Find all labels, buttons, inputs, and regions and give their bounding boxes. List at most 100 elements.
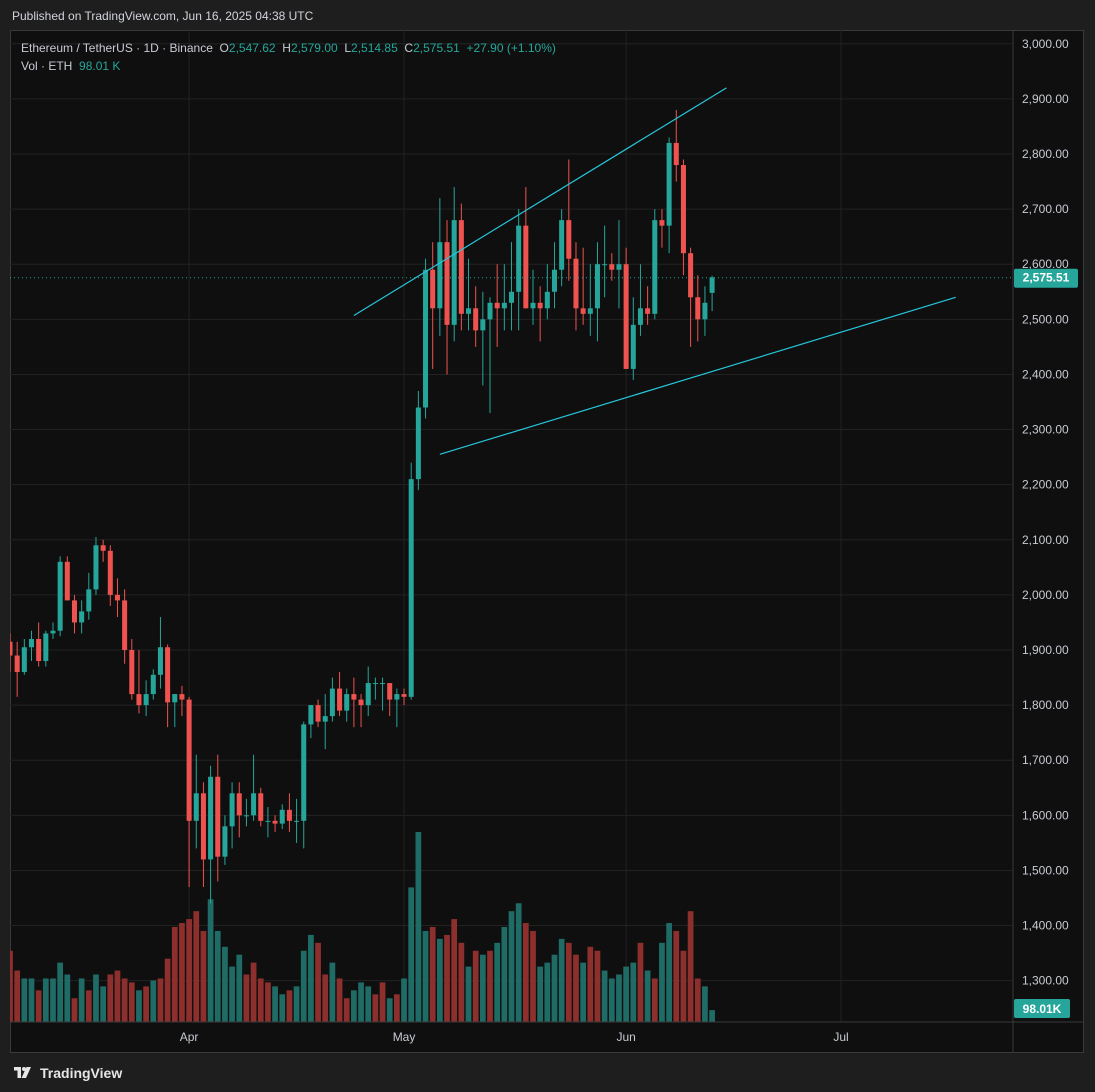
volume-bar xyxy=(601,970,608,1022)
volume-bar xyxy=(587,946,594,1022)
legend-symbol[interactable]: Ethereum / TetherUS · 1D · Binance xyxy=(21,41,213,55)
candle-body xyxy=(523,225,529,309)
candle-body xyxy=(28,638,35,648)
volume-bar xyxy=(458,942,465,1022)
volume-bar xyxy=(329,962,336,1022)
time-tick-label: Jul xyxy=(833,1030,848,1044)
candle-body xyxy=(401,694,407,697)
chart-frame[interactable]: 3,000.00 2,900.00 2,800.00 2,700.00 2,600.00… xyxy=(10,30,1084,1053)
volume-bar xyxy=(351,990,357,1022)
volume-bar xyxy=(508,911,515,1022)
price-tick-label: 1,800.00 xyxy=(1022,698,1069,712)
volume-bar xyxy=(365,986,372,1022)
candle-body xyxy=(673,142,679,166)
candle-body xyxy=(444,242,450,325)
legend-close-value: 2,575.51 xyxy=(413,41,460,55)
candle-body xyxy=(616,264,622,270)
candle-body xyxy=(480,319,486,331)
price-tick-label: 2,800.00 xyxy=(1022,147,1069,161)
candle-body xyxy=(100,545,106,551)
candle-body xyxy=(365,683,371,706)
legend-open-value: 2,547.62 xyxy=(228,41,276,55)
candle-body xyxy=(501,302,507,309)
volume-bar xyxy=(64,974,71,1022)
volume-bar xyxy=(580,962,587,1022)
volume-bar xyxy=(308,934,314,1022)
candle-body xyxy=(57,561,63,631)
candle-body xyxy=(272,820,278,824)
volume-bar xyxy=(236,954,243,1022)
volume-bar xyxy=(71,998,78,1022)
candle-body xyxy=(301,724,307,821)
legend-close-key: C xyxy=(404,41,414,55)
candle-body xyxy=(251,793,257,816)
candle-body xyxy=(466,308,472,314)
trendline-lower xyxy=(439,296,956,455)
price-chart[interactable]: 3,000.00 2,900.00 2,800.00 2,700.00 2,600.00… xyxy=(10,30,1084,1053)
volume-bar xyxy=(494,942,501,1022)
last-price-tag xyxy=(1014,268,1078,288)
candle-body xyxy=(43,633,49,662)
price-tick-label: 2,300.00 xyxy=(1022,423,1069,437)
candle-body xyxy=(172,694,178,703)
volume-bar xyxy=(465,966,472,1022)
volume-bar xyxy=(702,986,708,1022)
volume-bar xyxy=(214,930,221,1022)
price-tick-label: 2,700.00 xyxy=(1022,202,1069,216)
candle-body xyxy=(157,647,163,675)
candle-body xyxy=(637,308,643,325)
candle-body xyxy=(688,253,694,298)
volume-bar xyxy=(85,990,92,1022)
candle-body xyxy=(437,242,443,309)
candle-body xyxy=(10,641,13,656)
candle-body xyxy=(71,600,77,623)
legend-ohlc-row: Ethereum / TetherUS · 1D · Binance O2,54… xyxy=(21,39,556,57)
legend-open-key: O xyxy=(219,41,229,55)
price-tick-label: 1,400.00 xyxy=(1022,919,1069,933)
candle-body xyxy=(430,269,436,309)
volume-bar xyxy=(537,966,544,1022)
volume-bar xyxy=(265,982,271,1022)
candle-body xyxy=(193,793,199,821)
candle-body xyxy=(387,683,393,700)
volume-bar xyxy=(222,946,228,1022)
legend-volume-row: Vol · ETH 98.01 K xyxy=(21,57,556,75)
footer-brand[interactable]: TradingView xyxy=(40,1065,123,1081)
candle-body xyxy=(623,264,629,369)
candle-body xyxy=(21,647,27,673)
volume-bar xyxy=(444,934,450,1022)
volume-bar xyxy=(343,998,350,1022)
candle-body xyxy=(337,688,343,711)
volume-bar xyxy=(451,919,458,1022)
candle-body xyxy=(516,225,522,292)
volume-bar xyxy=(680,950,687,1022)
candle-body xyxy=(315,705,321,722)
volume-bar xyxy=(279,994,286,1022)
volume-bar xyxy=(28,978,35,1022)
footer: TradingView xyxy=(12,1064,122,1082)
volume-bar xyxy=(530,930,536,1022)
tradingview-logo-icon[interactable] xyxy=(12,1066,34,1080)
candle-body xyxy=(530,302,536,309)
price-tick-label: 1,500.00 xyxy=(1022,863,1069,877)
candle-body xyxy=(129,650,135,695)
volume-bar xyxy=(14,970,21,1022)
volume-bar xyxy=(164,958,171,1022)
candle-body xyxy=(322,716,328,722)
volume-bar xyxy=(207,899,214,1022)
volume-bar xyxy=(336,978,343,1022)
volume-bar xyxy=(93,974,99,1022)
volume-bar xyxy=(666,923,672,1022)
volume-bar xyxy=(623,966,629,1022)
volume-bar xyxy=(243,974,250,1022)
candle-body xyxy=(14,655,20,673)
price-tick-label: 2,000.00 xyxy=(1022,588,1069,602)
candle-body xyxy=(36,638,42,662)
legend-volume-label[interactable]: Vol · ETH xyxy=(21,59,73,73)
legend-low-key: L xyxy=(344,41,352,55)
legend-high-value: 2,579.00 xyxy=(290,41,338,55)
candle-body xyxy=(136,694,142,706)
candle-body xyxy=(86,589,92,612)
candle-body xyxy=(680,165,686,254)
last-price-label: 2,575.51 xyxy=(1023,271,1070,285)
